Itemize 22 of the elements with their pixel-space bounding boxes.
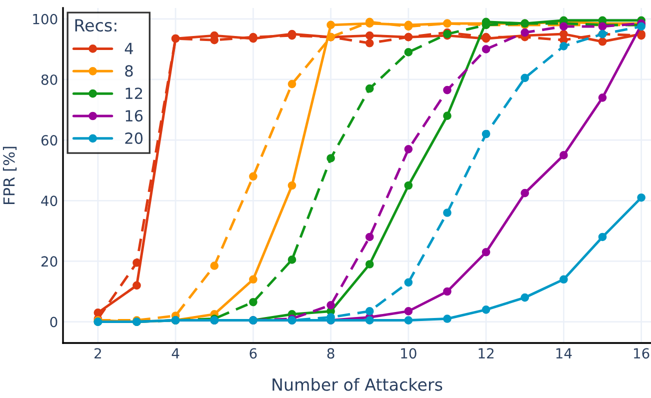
x-tick-label: 2 xyxy=(94,348,101,358)
x-tick-label: 8 xyxy=(327,348,334,359)
legend-label: 20 xyxy=(125,132,143,144)
y-tick-label: 0 xyxy=(50,316,58,328)
legend-label: 16 xyxy=(126,110,143,122)
legend-label: 8 xyxy=(125,65,133,77)
legend-label: 12 xyxy=(126,88,142,99)
y-tick-label: 60 xyxy=(41,135,58,146)
legend-label: 4 xyxy=(124,42,133,54)
y-tick-label: 40 xyxy=(41,196,58,206)
y-tick-label: 20 xyxy=(41,256,58,267)
x-tick-label: 6 xyxy=(250,348,257,359)
x-tick-label: 16 xyxy=(634,348,650,359)
x-tick-label: 12 xyxy=(478,348,494,358)
legend-title: Recs: xyxy=(75,19,116,32)
y-tick-label: 100 xyxy=(33,14,58,24)
x-tick-label: 4 xyxy=(172,348,180,358)
x-tick-label: 14 xyxy=(556,348,572,358)
y-tick-label: 80 xyxy=(41,74,58,85)
x-axis-title: Number of Attackers xyxy=(272,378,442,391)
x-tick-label: 10 xyxy=(401,348,416,359)
y-axis-title: FPR [%] xyxy=(2,146,17,204)
